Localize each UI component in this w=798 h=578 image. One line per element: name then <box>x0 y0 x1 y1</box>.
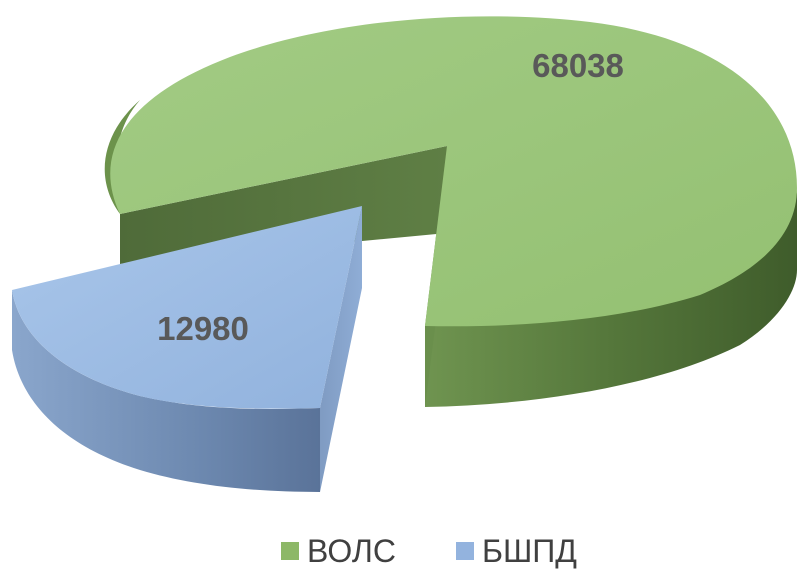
legend-swatch-volc <box>281 542 300 560</box>
data-label-volc: 68038 <box>532 47 624 84</box>
data-label-bshpd: 12980 <box>157 310 249 347</box>
slice-bshpd <box>12 206 362 492</box>
slice-volc-top <box>110 16 798 327</box>
legend-label-bshpd: БШПД <box>481 533 577 569</box>
slice-bshpd-side <box>12 290 320 492</box>
slice-bshpd-cut-face <box>320 206 362 492</box>
legend-item-volc: ВОЛС <box>281 535 396 567</box>
legend-swatch-bshpd <box>455 542 474 560</box>
slice-volc <box>104 16 798 407</box>
legend-label-volc: ВОЛС <box>307 533 396 569</box>
slice-bshpd-top <box>12 206 362 409</box>
slice-volc-side-right <box>425 188 797 407</box>
chart-legend: ВОЛС БШПД <box>0 535 798 567</box>
legend-item-bshpd: БШПД <box>455 533 577 569</box>
slice-volc-cut-face <box>120 146 447 264</box>
